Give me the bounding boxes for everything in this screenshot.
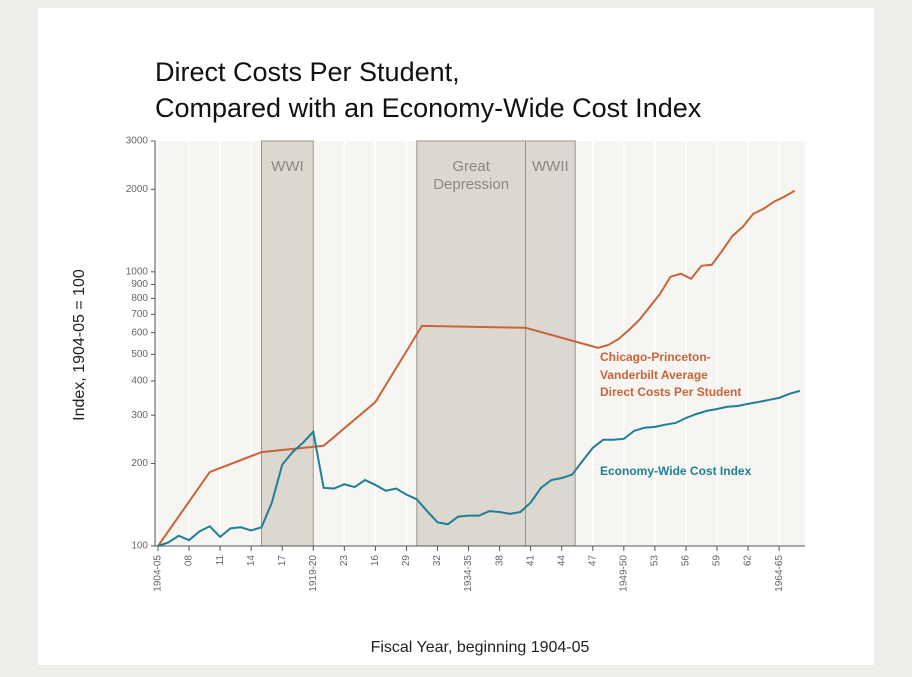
x-tick-label: 1949-50 xyxy=(618,555,629,592)
y-tick-label: 1000 xyxy=(126,266,149,277)
region-label: WWII xyxy=(532,158,569,175)
y-tick-label: 500 xyxy=(131,349,148,360)
x-tick-label: 1934-35 xyxy=(463,555,474,592)
y-tick-label: 800 xyxy=(131,293,148,304)
x-tick-label: 17 xyxy=(277,555,288,567)
shaded-region xyxy=(261,140,314,547)
region-label: Depression xyxy=(433,176,509,193)
y-tick-label: 3000 xyxy=(126,136,149,147)
y-tick-label: 600 xyxy=(131,327,148,338)
x-tick-label: 08 xyxy=(184,555,195,567)
shaded-region xyxy=(524,140,576,547)
x-tick-label: 62 xyxy=(743,555,754,567)
x-tick-label: 16 xyxy=(370,555,381,567)
x-tick-label: 59 xyxy=(712,555,723,567)
y-tick-label: 300 xyxy=(131,410,148,421)
series-label: Direct Costs Per Student xyxy=(600,385,741,399)
x-axis-label: Fiscal Year, beginning 1904-05 xyxy=(371,639,590,656)
series-line xyxy=(157,189,796,547)
region-label: Great xyxy=(452,158,490,175)
y-tick-label: 700 xyxy=(131,309,148,320)
series-line xyxy=(157,389,801,547)
x-tick-label: 41 xyxy=(525,555,536,567)
chart-title: Direct Costs Per Student, xyxy=(155,57,460,87)
region-label: WWI xyxy=(271,158,303,175)
chart-title: Compared with an Economy-Wide Cost Index xyxy=(155,93,702,123)
y-tick-label: 200 xyxy=(131,458,148,469)
x-tick-label: 44 xyxy=(556,555,567,567)
x-tick-label: 38 xyxy=(494,555,505,567)
series-label: Chicago-Princeton- xyxy=(600,350,711,364)
y-tick-label: 2000 xyxy=(126,184,149,195)
shaded-region xyxy=(416,140,526,547)
x-tick-label: 32 xyxy=(432,555,443,567)
y-tick-label: 100 xyxy=(131,541,148,552)
y-tick-label: 900 xyxy=(131,279,148,290)
x-tick-label: 1904-05 xyxy=(153,555,164,592)
x-tick-label: 11 xyxy=(215,555,226,566)
x-tick-label: 14 xyxy=(246,555,257,567)
series-label: Economy-Wide Cost Index xyxy=(600,464,752,478)
x-tick-label: 47 xyxy=(587,555,598,567)
series-label: Vanderbilt Average xyxy=(600,368,708,382)
x-tick-label: 1919-20 xyxy=(308,555,319,592)
x-tick-label: 23 xyxy=(339,555,350,567)
y-axis-label: Index, 1904-05 = 100 xyxy=(71,269,88,421)
x-tick-label: 53 xyxy=(650,555,661,567)
y-tick-label: 400 xyxy=(131,376,148,387)
x-tick-label: 56 xyxy=(681,555,692,567)
x-tick-label: 29 xyxy=(401,555,412,567)
x-tick-label: 1964-65 xyxy=(774,555,785,592)
